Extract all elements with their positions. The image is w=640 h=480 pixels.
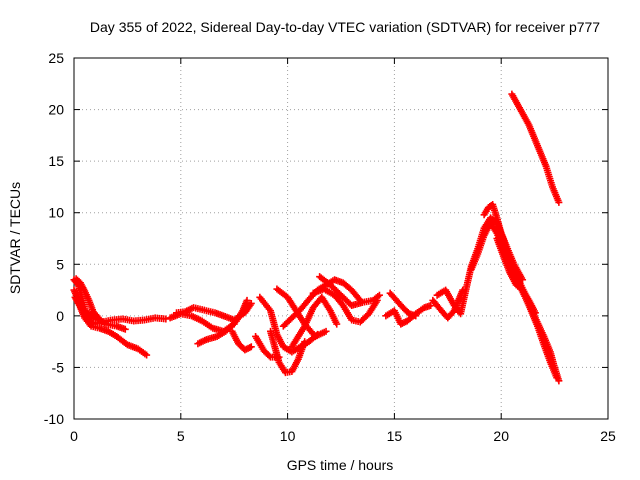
data-point xyxy=(243,296,251,304)
data-series-track-u xyxy=(467,219,561,382)
y-tick-label: 0 xyxy=(56,308,64,324)
data-series-track-a xyxy=(70,276,170,328)
data-point xyxy=(162,315,170,323)
data-series-track-k xyxy=(252,332,283,361)
data-point xyxy=(412,312,420,320)
x-tick-label: 5 xyxy=(177,428,185,444)
x-tick-label: 15 xyxy=(387,428,403,444)
y-tick-label: -5 xyxy=(52,359,65,375)
data-point xyxy=(333,320,341,328)
data-series-track-j xyxy=(267,327,309,377)
data-series-track-x xyxy=(508,90,563,206)
data-series-track-e xyxy=(166,310,238,335)
y-axis-label: SDTVAR / TECUs xyxy=(7,182,23,294)
y-tick-label: 25 xyxy=(48,50,64,66)
data-point xyxy=(555,198,563,206)
data-point xyxy=(94,314,102,322)
data-point xyxy=(121,325,129,333)
data-point xyxy=(301,338,309,346)
data-series-track-v xyxy=(480,200,527,284)
data-series-track-l xyxy=(273,285,330,340)
data-point xyxy=(519,276,527,284)
data-point xyxy=(265,352,273,360)
data-series-track-n xyxy=(288,293,341,351)
y-tick-label: -10 xyxy=(44,411,64,427)
data-series-track-r xyxy=(386,289,420,320)
data-point xyxy=(322,327,330,335)
data-point xyxy=(247,343,255,351)
data-series-track-w xyxy=(493,235,539,317)
x-tick-label: 25 xyxy=(600,428,616,444)
x-tick-label: 0 xyxy=(70,428,78,444)
plot-frame xyxy=(73,57,609,420)
data-point xyxy=(531,309,539,317)
y-tick-label: 10 xyxy=(48,205,64,221)
chart-title: Day 355 of 2022, Sidereal Day-to-day VTE… xyxy=(90,19,600,35)
data-point xyxy=(143,351,151,359)
data-point xyxy=(96,315,104,323)
x-axis-label: GPS time / hours xyxy=(287,457,394,473)
data-series-track-h xyxy=(228,327,255,354)
data-point xyxy=(553,374,561,382)
data-series-track-p xyxy=(316,273,383,310)
ticks-layer: 0 5 10 15 20 25 -10 -5 0 5 10 15 20 25 xyxy=(44,50,616,444)
y-tick-label: 20 xyxy=(48,102,64,118)
marks-layer xyxy=(70,90,563,385)
data-series-track-o xyxy=(309,285,381,326)
data-series-track-d xyxy=(72,275,104,323)
data-series-track-g xyxy=(194,296,251,348)
x-tick-label: 20 xyxy=(493,428,509,444)
x-tick-label: 10 xyxy=(280,428,296,444)
data-point xyxy=(375,291,383,299)
grid-layer xyxy=(74,58,608,419)
y-tick-label: 5 xyxy=(56,256,64,272)
y-tick-label: 15 xyxy=(48,153,64,169)
data-point xyxy=(275,353,283,361)
